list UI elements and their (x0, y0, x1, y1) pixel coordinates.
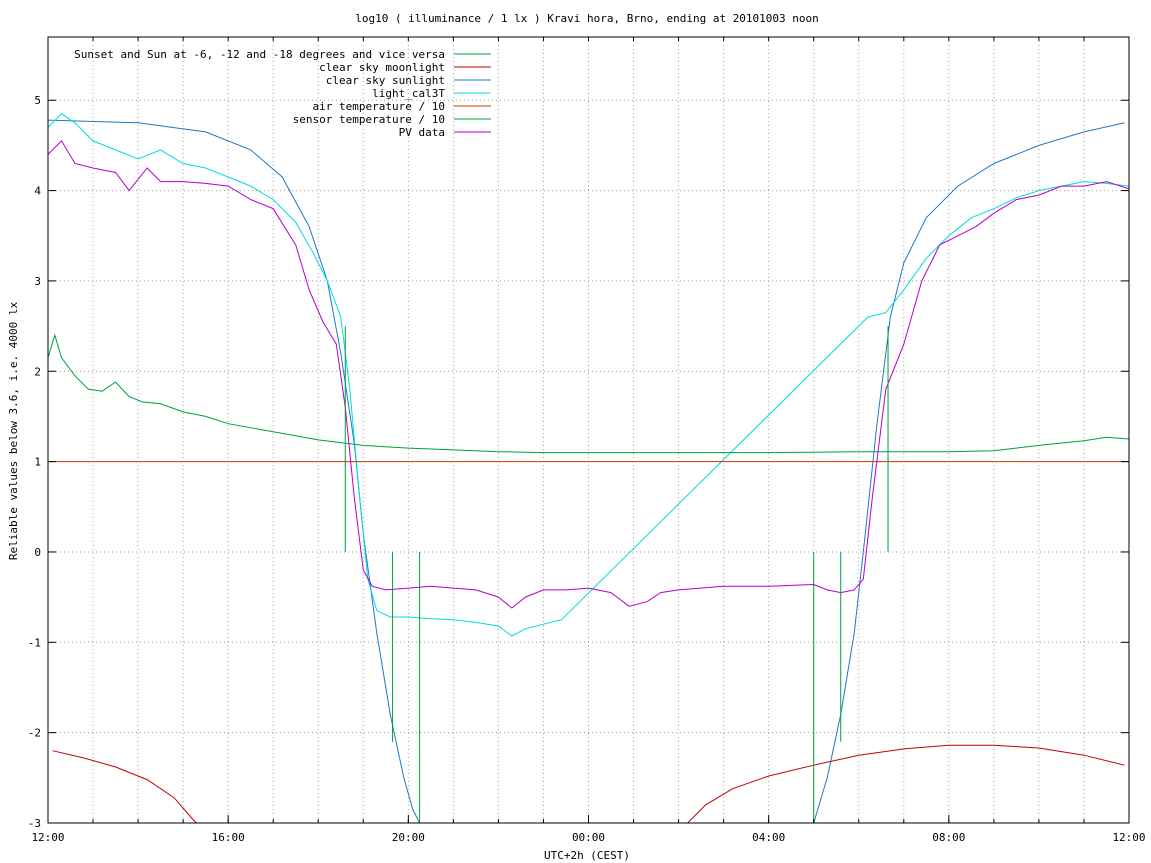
legend-label: PV data (399, 126, 445, 139)
series-clear-sky-moonlight (687, 744, 1125, 823)
y-tick-label: 1 (34, 456, 41, 469)
y-tick-label: -1 (28, 636, 41, 649)
series-sensor-temperature-10 (48, 333, 1129, 454)
series-clear-sky-sunlight (48, 119, 1125, 823)
x-tick-label: 12:00 (31, 831, 64, 844)
series-pv-data (48, 140, 1129, 609)
x-tick-label: 20:00 (392, 831, 425, 844)
ticks: 12:00 16:00 20:00 00:00 04:00 08:00 12:00 5 4 3 2 1… (28, 37, 1146, 844)
series-clear-sky-moonlight (52, 750, 197, 823)
series-layer (48, 113, 1129, 823)
y-tick-label: 3 (34, 275, 41, 288)
y-tick-label: 2 (34, 365, 41, 378)
legend-label: Sunset and Sun at -6, -12 and -18 degree… (74, 48, 445, 61)
legend-label: light_cal3T (372, 87, 445, 100)
x-tick-label: 08:00 (932, 831, 965, 844)
y-tick-label: 4 (34, 185, 41, 198)
x-tick-label: 04:00 (752, 831, 785, 844)
legend: Sunset and Sun at -6, -12 and -18 degree… (74, 48, 491, 139)
x-tick-label: 12:00 (1112, 831, 1145, 844)
x-tick-label: 00:00 (572, 831, 605, 844)
y-tick-label: -2 (28, 727, 41, 740)
legend-label: clear sky moonlight (319, 61, 445, 74)
x-axis-label: UTC+2h (CEST) (544, 849, 630, 862)
legend-label: air temperature / 10 (313, 100, 445, 113)
legend-label: sensor temperature / 10 (293, 113, 445, 126)
chart-title: log10 ( illuminance / 1 lx ) Kravi hora,… (355, 12, 819, 25)
x-tick-label: 16:00 (212, 831, 245, 844)
y-tick-label: 0 (34, 546, 41, 559)
y-tick-label: -3 (28, 817, 41, 830)
y-tick-label: 5 (34, 94, 41, 107)
y-axis-label: Reliable values below 3.6, i.e. 4000 lx (7, 301, 20, 560)
series-light-cal3t (48, 113, 1129, 637)
legend-label: clear sky sunlight (326, 74, 445, 87)
